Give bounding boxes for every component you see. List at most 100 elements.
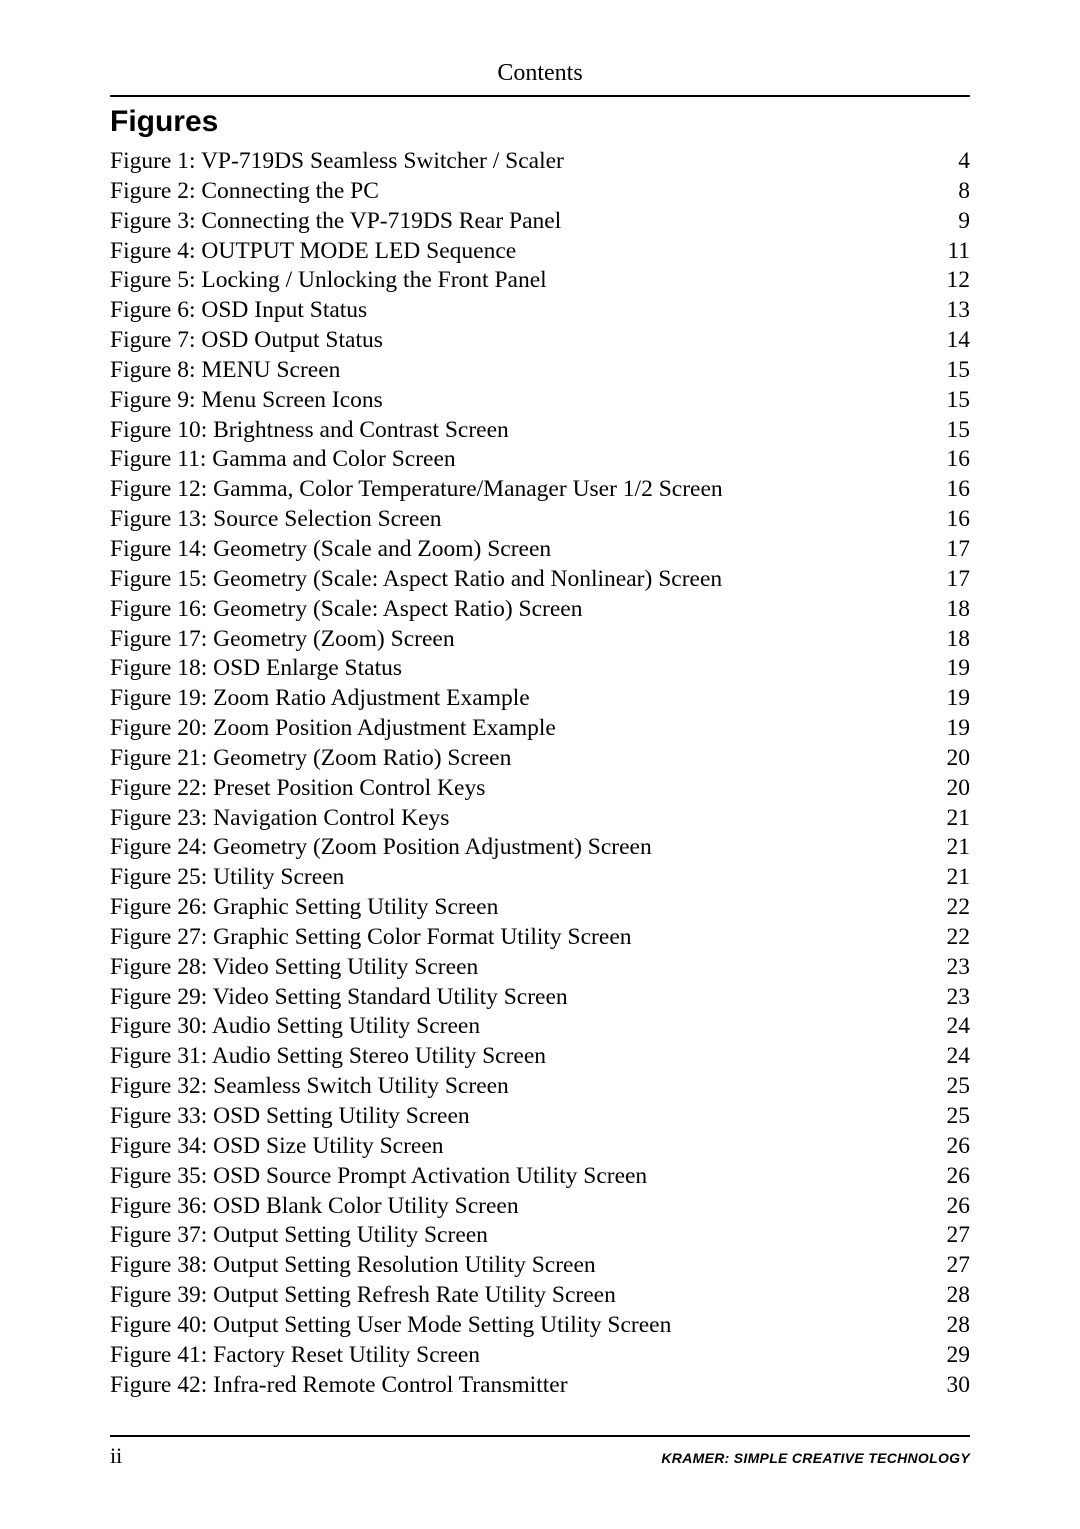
toc-label: Figure 40: Output Setting User Mode Sett…	[110, 1311, 914, 1341]
toc-row: Figure 28: Video Setting Utility Screen2…	[110, 953, 970, 983]
toc-page: 22	[914, 923, 970, 953]
toc-row: Figure 34: OSD Size Utility Screen26	[110, 1132, 970, 1162]
toc-row: Figure 7: OSD Output Status14	[110, 326, 970, 356]
toc-label: Figure 23: Navigation Control Keys	[110, 804, 914, 834]
toc-page: 26	[914, 1162, 970, 1192]
toc-row: Figure 21: Geometry (Zoom Ratio) Screen2…	[110, 744, 970, 774]
toc-label: Figure 10: Brightness and Contrast Scree…	[110, 416, 914, 446]
toc-row: Figure 4: OUTPUT MODE LED Sequence11	[110, 237, 970, 267]
toc-page: 16	[914, 475, 970, 505]
toc-label: Figure 39: Output Setting Refresh Rate U…	[110, 1281, 914, 1311]
toc-page: 15	[914, 356, 970, 386]
toc-page: 26	[914, 1192, 970, 1222]
toc-row: Figure 33: OSD Setting Utility Screen25	[110, 1102, 970, 1132]
footer: ii KRAMER: SIMPLE CREATIVE TECHNOLOGY	[110, 1435, 970, 1469]
toc-page: 20	[914, 774, 970, 804]
toc-row: Figure 23: Navigation Control Keys21	[110, 804, 970, 834]
toc-label: Figure 7: OSD Output Status	[110, 326, 914, 356]
toc-row: Figure 6: OSD Input Status13	[110, 296, 970, 326]
toc-row: Figure 41: Factory Reset Utility Screen2…	[110, 1341, 970, 1371]
toc-page: 30	[914, 1371, 970, 1401]
toc-row: Figure 24: Geometry (Zoom Position Adjus…	[110, 833, 970, 863]
toc-label: Figure 17: Geometry (Zoom) Screen	[110, 625, 914, 655]
toc-label: Figure 8: MENU Screen	[110, 356, 914, 386]
toc-page: 26	[914, 1132, 970, 1162]
toc-label: Figure 32: Seamless Switch Utility Scree…	[110, 1072, 914, 1102]
toc-row: Figure 18: OSD Enlarge Status19	[110, 654, 970, 684]
toc-page: 19	[914, 714, 970, 744]
toc-row: Figure 30: Audio Setting Utility Screen2…	[110, 1012, 970, 1042]
figures-toc: Figure 1: VP-719DS Seamless Switcher / S…	[110, 147, 970, 1400]
toc-page: 29	[914, 1341, 970, 1371]
toc-page: 24	[914, 1042, 970, 1072]
toc-row: Figure 37: Output Setting Utility Screen…	[110, 1221, 970, 1251]
toc-page: 4	[914, 147, 970, 177]
toc-label: Figure 21: Geometry (Zoom Ratio) Screen	[110, 744, 914, 774]
toc-page: 21	[914, 833, 970, 863]
toc-page: 12	[914, 266, 970, 296]
toc-label: Figure 4: OUTPUT MODE LED Sequence	[110, 237, 914, 267]
toc-row: Figure 35: OSD Source Prompt Activation …	[110, 1162, 970, 1192]
toc-page: 27	[914, 1221, 970, 1251]
toc-page: 14	[914, 326, 970, 356]
toc-row: Figure 19: Zoom Ratio Adjustment Example…	[110, 684, 970, 714]
section-heading-figures: Figures	[110, 105, 970, 139]
toc-page: 25	[914, 1072, 970, 1102]
toc-row: Figure 40: Output Setting User Mode Sett…	[110, 1311, 970, 1341]
toc-row: Figure 38: Output Setting Resolution Uti…	[110, 1251, 970, 1281]
toc-label: Figure 36: OSD Blank Color Utility Scree…	[110, 1192, 914, 1222]
toc-page: 25	[914, 1102, 970, 1132]
toc-row: Figure 20: Zoom Position Adjustment Exam…	[110, 714, 970, 744]
toc-label: Figure 3: Connecting the VP-719DS Rear P…	[110, 207, 914, 237]
footer-rule	[110, 1435, 970, 1437]
toc-row: Figure 8: MENU Screen15	[110, 356, 970, 386]
toc-row: Figure 5: Locking / Unlocking the Front …	[110, 266, 970, 296]
toc-label: Figure 15: Geometry (Scale: Aspect Ratio…	[110, 565, 914, 595]
toc-row: Figure 11: Gamma and Color Screen16	[110, 445, 970, 475]
toc-row: Figure 31: Audio Setting Stereo Utility …	[110, 1042, 970, 1072]
toc-page: 16	[914, 445, 970, 475]
header-rule	[110, 95, 970, 97]
toc-label: Figure 1: VP-719DS Seamless Switcher / S…	[110, 147, 914, 177]
toc-row: Figure 12: Gamma, Color Temperature/Mana…	[110, 475, 970, 505]
toc-label: Figure 24: Geometry (Zoom Position Adjus…	[110, 833, 914, 863]
toc-page: 18	[914, 625, 970, 655]
toc-label: Figure 12: Gamma, Color Temperature/Mana…	[110, 475, 914, 505]
footer-brand: KRAMER: SIMPLE CREATIVE TECHNOLOGY	[661, 1450, 970, 1466]
toc-row: Figure 14: Geometry (Scale and Zoom) Scr…	[110, 535, 970, 565]
toc-label: Figure 34: OSD Size Utility Screen	[110, 1132, 914, 1162]
toc-row: Figure 9: Menu Screen Icons15	[110, 386, 970, 416]
toc-page: 16	[914, 505, 970, 535]
toc-page: 23	[914, 953, 970, 983]
toc-page: 23	[914, 983, 970, 1013]
toc-label: Figure 11: Gamma and Color Screen	[110, 445, 914, 475]
toc-label: Figure 14: Geometry (Scale and Zoom) Scr…	[110, 535, 914, 565]
toc-page: 21	[914, 863, 970, 893]
toc-page: 17	[914, 535, 970, 565]
toc-page: 21	[914, 804, 970, 834]
toc-label: Figure 25: Utility Screen	[110, 863, 914, 893]
toc-row: Figure 39: Output Setting Refresh Rate U…	[110, 1281, 970, 1311]
toc-page: 9	[914, 207, 970, 237]
toc-label: Figure 38: Output Setting Resolution Uti…	[110, 1251, 914, 1281]
footer-page-number: ii	[110, 1443, 122, 1469]
toc-page: 17	[914, 565, 970, 595]
toc-page: 19	[914, 684, 970, 714]
toc-page: 11	[914, 237, 970, 267]
toc-label: Figure 18: OSD Enlarge Status	[110, 654, 914, 684]
toc-label: Figure 27: Graphic Setting Color Format …	[110, 923, 914, 953]
toc-row: Figure 3: Connecting the VP-719DS Rear P…	[110, 207, 970, 237]
toc-row: Figure 13: Source Selection Screen16	[110, 505, 970, 535]
toc-row: Figure 15: Geometry (Scale: Aspect Ratio…	[110, 565, 970, 595]
toc-label: Figure 22: Preset Position Control Keys	[110, 774, 914, 804]
toc-label: Figure 26: Graphic Setting Utility Scree…	[110, 893, 914, 923]
toc-label: Figure 19: Zoom Ratio Adjustment Example	[110, 684, 914, 714]
toc-page: 13	[914, 296, 970, 326]
toc-label: Figure 33: OSD Setting Utility Screen	[110, 1102, 914, 1132]
toc-row: Figure 29: Video Setting Standard Utilit…	[110, 983, 970, 1013]
toc-page: 18	[914, 595, 970, 625]
toc-label: Figure 5: Locking / Unlocking the Front …	[110, 266, 914, 296]
toc-page: 19	[914, 654, 970, 684]
toc-row: Figure 1: VP-719DS Seamless Switcher / S…	[110, 147, 970, 177]
toc-page: 28	[914, 1281, 970, 1311]
